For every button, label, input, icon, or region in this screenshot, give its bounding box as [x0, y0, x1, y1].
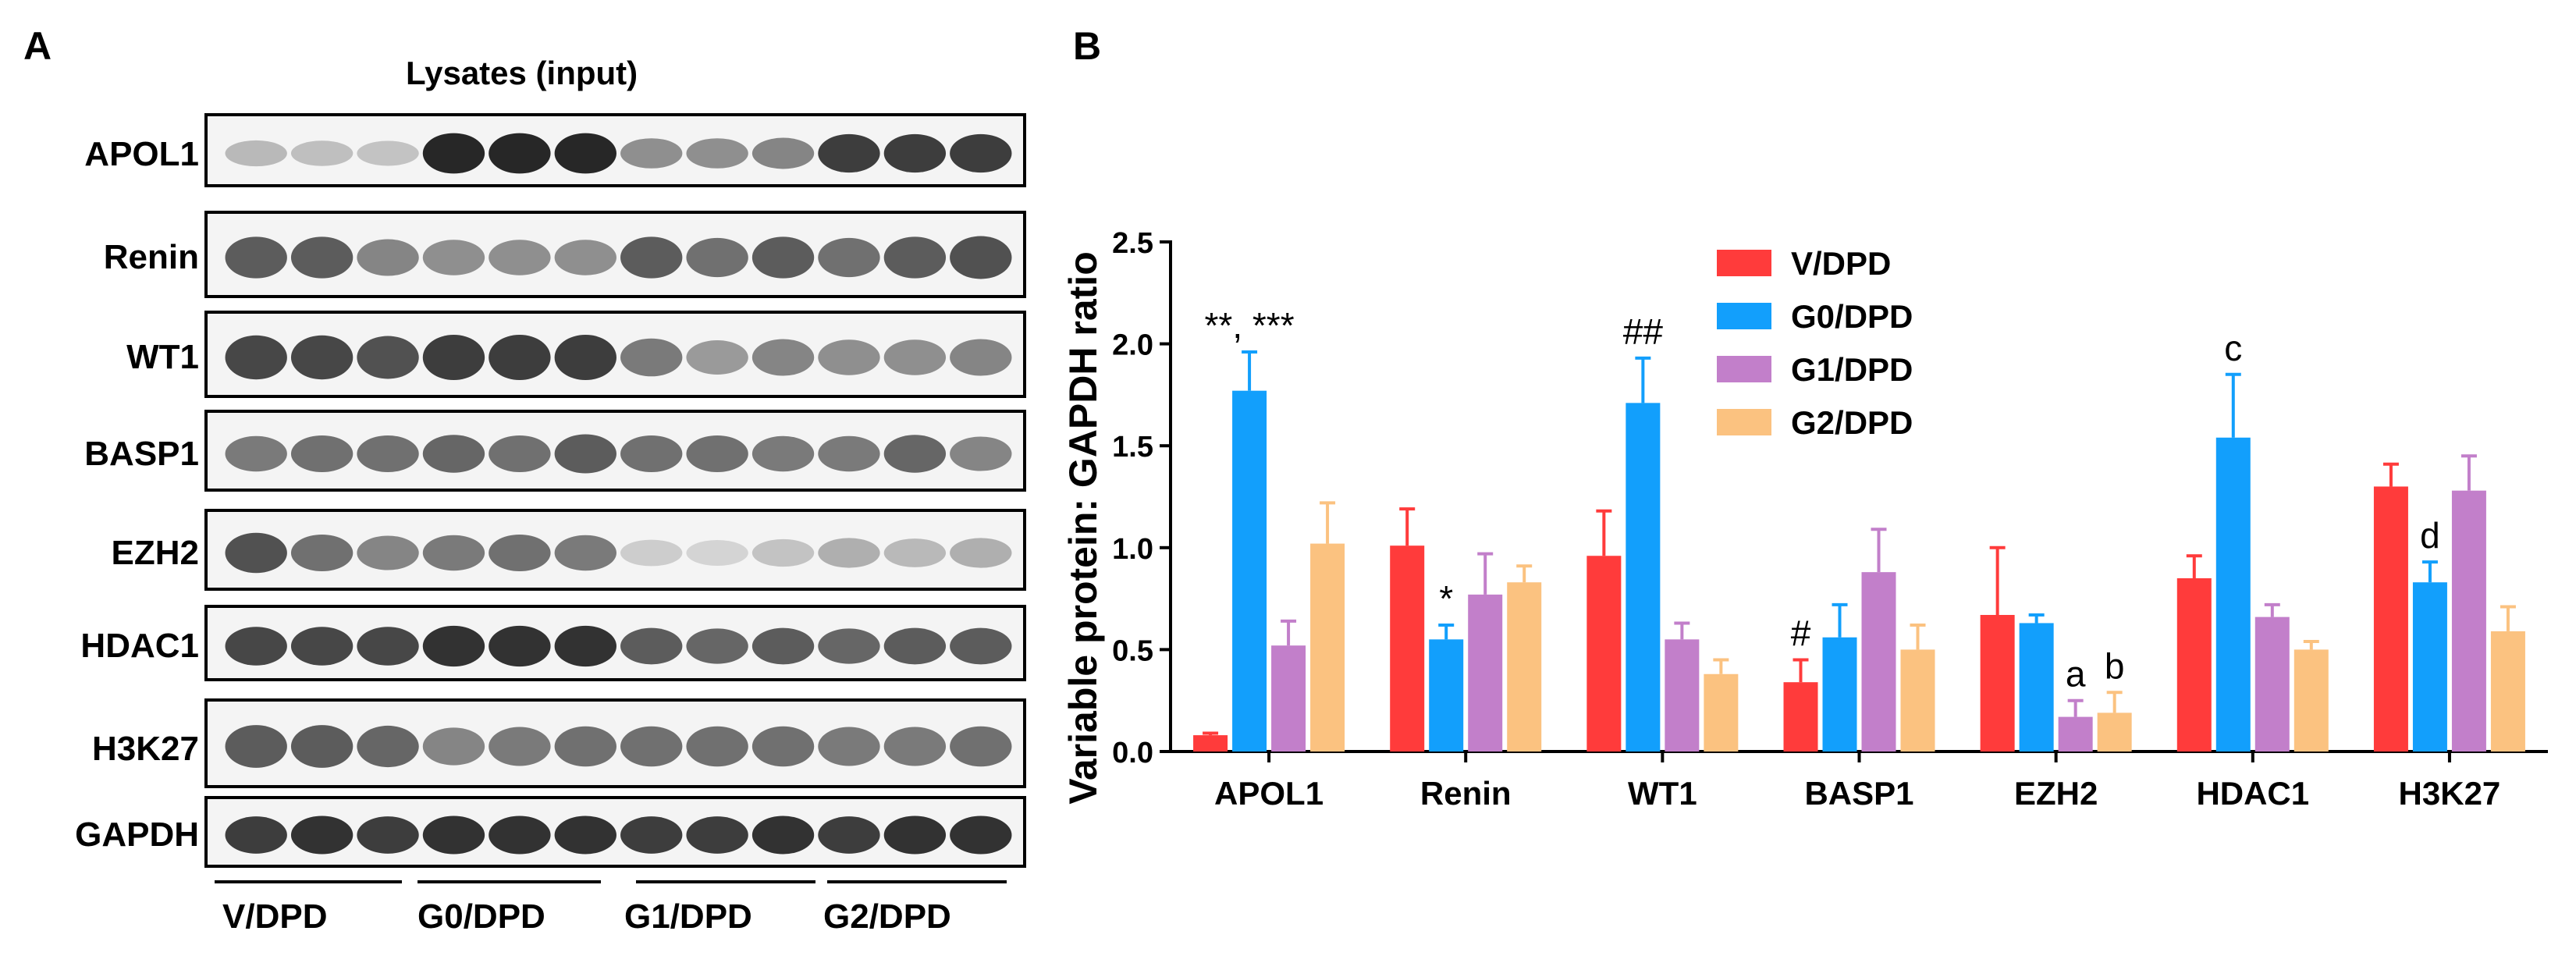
panel-b: B 0.0 0.5 1.0 1.5 2.0 2.5 Variable protein: GA…	[1030, 0, 2576, 963]
group-label: V/DPD	[222, 897, 328, 936]
significance-label: b	[2105, 645, 2125, 686]
blot-label: Renin	[103, 238, 199, 276]
bar	[1271, 645, 1306, 752]
x-tick-label: APOL1	[1214, 775, 1324, 812]
x-tick-label: EZH2	[2014, 775, 2098, 812]
blot-label: HDAC1	[80, 627, 199, 665]
group-underline	[417, 880, 601, 883]
significance-label: c	[2224, 328, 2242, 368]
group-label: G2/DPD	[823, 897, 951, 936]
bar	[1429, 639, 1464, 752]
legend-swatch	[1717, 356, 1771, 382]
bar	[1586, 556, 1622, 752]
blot-image	[204, 311, 1026, 398]
blot-label: H3K27	[92, 730, 199, 768]
legend-label: V/DPD	[1791, 245, 1891, 282]
bar	[1626, 403, 1661, 752]
bar	[2058, 716, 2093, 752]
panel-a-letter: A	[23, 24, 52, 68]
bar	[1822, 637, 1857, 752]
x-tick-label: BASP1	[1804, 775, 1913, 812]
blot-image	[204, 211, 1026, 298]
x-tick-label: H3K27	[2399, 775, 2501, 812]
bar	[1665, 639, 1700, 752]
bar	[2019, 623, 2054, 752]
legend-swatch	[1717, 250, 1771, 276]
bar	[1390, 545, 1425, 752]
group-underline	[827, 880, 1007, 883]
group-underline	[636, 880, 815, 883]
significance-label: d	[2420, 515, 2440, 556]
legend-label: G0/DPD	[1791, 298, 1913, 335]
significance-label: ##	[1623, 311, 1664, 352]
blot-image	[204, 796, 1026, 868]
group-label: G1/DPD	[624, 897, 752, 936]
bar	[2373, 486, 2408, 752]
y-tick-label: 0.0	[1112, 737, 1153, 769]
x-tick-label: WT1	[1628, 775, 1697, 812]
blot-title: Lysates (input)	[406, 55, 638, 91]
legend-label: G1/DPD	[1791, 351, 1913, 388]
bar	[1861, 572, 1896, 752]
blot-label: GAPDH	[75, 816, 199, 854]
blot-label: BASP1	[84, 435, 199, 473]
x-tick-label: HDAC1	[2196, 775, 2309, 812]
bar	[1704, 673, 1739, 752]
bar	[1507, 582, 1542, 752]
bar	[2412, 582, 2447, 752]
panel-a: A Lysates (input) APOL1 Renin WT1 BASP1 EZH2…	[0, 0, 1030, 963]
y-tick-label: 1.0	[1112, 533, 1153, 566]
blot-label: APOL1	[84, 135, 199, 173]
x-tick-label: Renin	[1420, 775, 1512, 812]
significance-label: a	[2066, 654, 2086, 695]
y-tick-label: 1.5	[1112, 431, 1153, 464]
bar	[2176, 577, 2212, 752]
bar	[2294, 649, 2329, 752]
bar	[1980, 614, 2015, 752]
blot-image	[204, 605, 1026, 681]
significance-label: *	[1439, 578, 1453, 619]
group-underline	[215, 880, 402, 883]
legend-swatch	[1717, 303, 1771, 329]
blot-image	[204, 698, 1026, 788]
bar	[2451, 490, 2486, 752]
bar	[2254, 617, 2290, 752]
blot-image	[204, 410, 1026, 492]
y-tick-label: 2.5	[1112, 227, 1153, 260]
bar	[1900, 649, 1935, 752]
blot-label: WT1	[126, 338, 199, 376]
panel-b-letter: B	[1073, 24, 1102, 68]
bar	[1232, 390, 1267, 752]
blot-label: EZH2	[111, 534, 199, 572]
bar	[2097, 712, 2132, 752]
significance-label: #	[1791, 613, 1811, 653]
significance-label: **, ***	[1205, 305, 1295, 346]
bar	[1193, 735, 1228, 752]
group-label: G0/DPD	[417, 897, 545, 936]
y-axis-label: Variable protein: GAPDH ratio	[1061, 251, 1105, 804]
legend-label: G2/DPD	[1791, 404, 1913, 441]
y-tick-label: 2.0	[1112, 329, 1153, 362]
legend-swatch	[1717, 409, 1771, 435]
bar	[1468, 594, 1503, 752]
bar	[2215, 437, 2251, 752]
bar	[1783, 682, 1818, 752]
y-tick-label: 0.5	[1112, 634, 1153, 667]
bar	[2490, 631, 2525, 752]
blot-image	[204, 509, 1026, 591]
bar	[1310, 543, 1345, 752]
blot-image	[204, 113, 1026, 187]
